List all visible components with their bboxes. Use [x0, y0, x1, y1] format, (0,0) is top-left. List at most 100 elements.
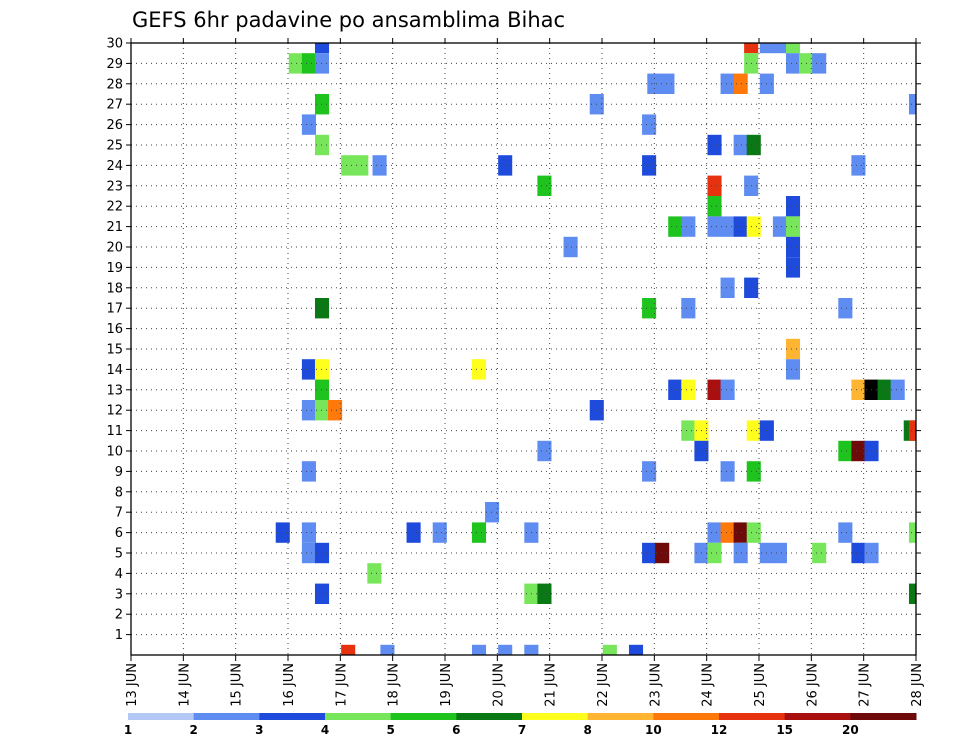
y-tick-label: 30	[106, 37, 123, 52]
x-tick-label: 20 JUN	[491, 663, 506, 707]
y-tick-label: 13	[106, 383, 123, 398]
precip-cell	[314, 298, 330, 319]
colorbar-swatch	[653, 713, 720, 720]
x-tick-label: 19 JUN	[439, 663, 454, 707]
precip-cell	[785, 53, 801, 74]
precip-cell	[471, 644, 487, 655]
y-tick-label: 19	[106, 261, 123, 276]
colorbar-swatch	[587, 713, 654, 720]
y-tick-label: 28	[106, 77, 123, 92]
x-tick-label: 28 JUN	[910, 663, 925, 707]
y-tick-label: 3	[115, 587, 123, 602]
precip-cell	[720, 277, 735, 298]
precip-cell	[498, 644, 513, 655]
precip-cell	[877, 379, 892, 400]
precip-cell	[746, 522, 761, 543]
precip-cell	[785, 257, 801, 278]
colorbar-swatch	[456, 713, 523, 720]
precip-cell	[372, 155, 387, 176]
precip-cell	[642, 114, 657, 135]
precip-cell	[642, 461, 657, 482]
y-tick-label: 15	[106, 343, 123, 358]
precip-cells	[275, 43, 916, 655]
precip-cell	[772, 542, 787, 564]
colorbar-swatch	[719, 713, 786, 720]
precip-cell	[628, 644, 644, 655]
precip-cell	[908, 94, 916, 115]
precip-cell	[314, 134, 330, 156]
precip-cell	[746, 461, 761, 482]
precip-cell	[668, 379, 683, 400]
precip-cell	[720, 522, 735, 543]
y-tick-label: 25	[106, 139, 123, 154]
precip-cell	[301, 522, 316, 543]
precip-cell	[772, 216, 787, 237]
colorbar-label: 3	[255, 723, 263, 737]
colorbar-label: 12	[711, 723, 728, 737]
precip-cell	[851, 440, 866, 462]
precip-cell	[301, 53, 316, 74]
x-tick-label: 26 JUN	[805, 663, 820, 707]
x-tick-label: 15 JUN	[230, 663, 245, 707]
precip-cell	[707, 175, 722, 196]
x-tick-label: 16 JUN	[282, 663, 297, 707]
precip-cell	[785, 236, 801, 258]
colorbar-label: 7	[518, 723, 526, 737]
precip-cell	[301, 542, 316, 564]
precip-cell	[720, 461, 735, 482]
y-tick-label: 21	[106, 220, 123, 235]
chart-title: GEFS 6hr padavine po ansamblima Bihac	[132, 8, 565, 32]
y-tick-label: 4	[115, 567, 123, 582]
precip-cell	[328, 400, 343, 421]
precip-cell	[275, 522, 290, 543]
precip-cell	[642, 155, 657, 176]
y-tick-label: 5	[115, 547, 123, 562]
precip-cell	[406, 522, 421, 543]
precip-cell	[890, 379, 905, 400]
precip-cell	[733, 542, 748, 564]
y-tick-label: 10	[106, 445, 123, 460]
precip-cell	[851, 542, 866, 564]
x-tick-label: 27 JUN	[858, 663, 873, 707]
precip-cell	[314, 379, 330, 400]
precip-cell	[720, 379, 735, 400]
precip-cell	[367, 563, 382, 584]
precip-cell	[772, 43, 787, 54]
precip-cell	[681, 420, 696, 441]
precip-cell	[812, 542, 827, 564]
precip-cell	[301, 461, 316, 482]
x-tick-label: 13 JUN	[125, 663, 140, 707]
precip-cell	[707, 379, 722, 400]
precip-cell	[314, 94, 330, 115]
x-axis-ticks: 13 JUN 14 JUN 15 JUN 16 JUN 17 JUN 18 JUN 19 J…	[125, 38, 925, 707]
grid-lines	[131, 43, 916, 655]
y-tick-label: 18	[106, 281, 123, 296]
colorbar-label: 8	[583, 723, 591, 737]
precip-cell	[707, 216, 722, 237]
precip-cell	[733, 134, 748, 156]
precip-cell	[746, 420, 761, 441]
y-tick-label: 11	[106, 424, 123, 439]
precip-cell	[537, 175, 552, 196]
x-tick-label: 24 JUN	[701, 663, 716, 707]
colorbar-swatch	[522, 713, 589, 720]
precip-cell	[314, 542, 330, 564]
precip-cell	[707, 522, 722, 543]
precip-cell	[655, 542, 670, 564]
colorbar-swatch	[325, 713, 392, 720]
y-tick-label: 9	[115, 465, 123, 480]
precip-cell	[563, 236, 578, 258]
colorbar-label: 4	[321, 723, 329, 737]
x-tick-label: 14 JUN	[177, 663, 192, 707]
precip-cell	[471, 359, 487, 380]
x-tick-label: 22 JUN	[596, 663, 611, 707]
precip-cell	[785, 359, 801, 380]
colorbar-swatch	[850, 713, 917, 720]
x-tick-label: 18 JUN	[387, 663, 402, 707]
colorbar-label: 5	[386, 723, 394, 737]
precip-cell	[432, 522, 447, 543]
colorbar-label: 10	[645, 723, 662, 737]
precip-cell	[314, 53, 330, 74]
precip-cell	[537, 583, 552, 604]
precip-cell	[851, 379, 866, 400]
